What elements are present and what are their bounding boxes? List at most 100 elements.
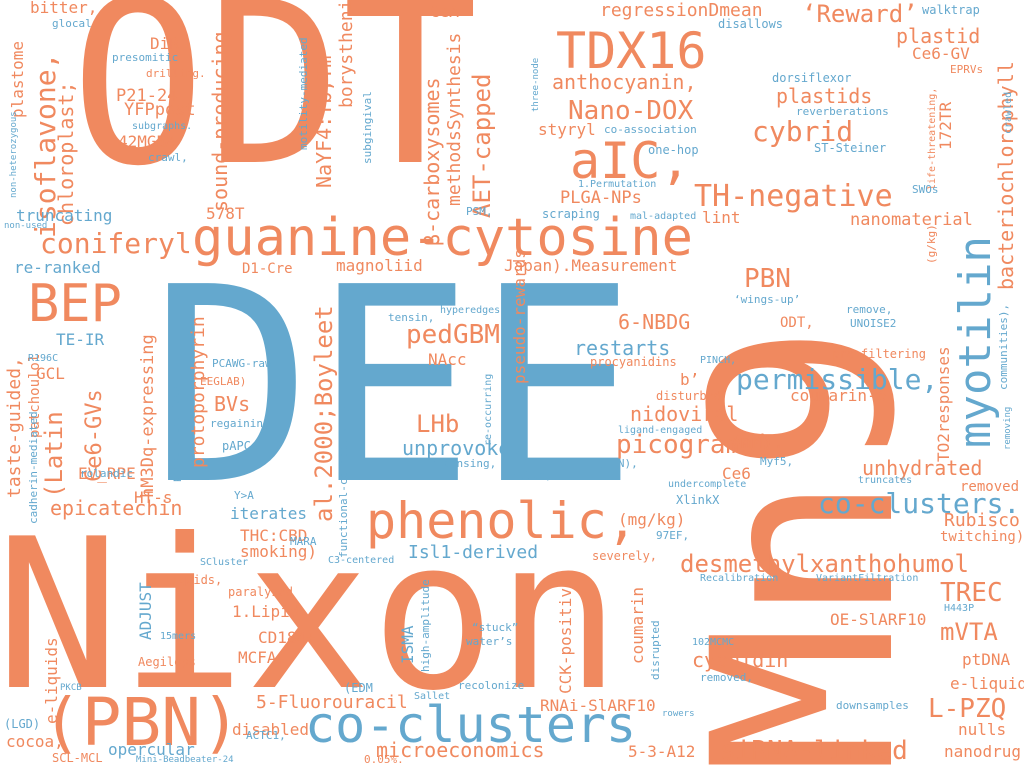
word: SCL-MCL (52, 751, 103, 765)
word: microeconomics (376, 738, 545, 762)
word: D1-Cre (242, 261, 293, 277)
word: TH-negative (694, 179, 893, 214)
word: TE-IR (56, 330, 105, 349)
word: Nixon (0, 495, 622, 737)
word: 5-3-A12 (628, 742, 696, 761)
word: Mini-Beadbeater-24 (136, 755, 234, 765)
word: 42MGBA (118, 132, 176, 151)
word: lint (702, 208, 741, 227)
word: plastid (896, 24, 981, 48)
word: H443P (944, 603, 975, 614)
word: pseudo-rewards (510, 249, 529, 384)
word: protoporphyrin (188, 316, 209, 468)
word: restarts (574, 336, 671, 360)
word: scraping (542, 207, 600, 221)
word: SWOs (912, 183, 939, 196)
word: phenolic, (366, 492, 637, 550)
word: ODT, (780, 315, 814, 331)
word: AET-capped (468, 73, 496, 219)
word: methodsSynthesis (444, 32, 465, 206)
word: 15mers (160, 631, 197, 642)
word: VariantFiltration (816, 573, 919, 584)
word: Isl1-derived (408, 542, 539, 563)
word: 0.05%. (364, 753, 404, 766)
word: drilling. (146, 67, 206, 80)
word: nanomaterial (850, 210, 973, 230)
word: paralyzed (228, 585, 294, 599)
word: removed (960, 479, 1020, 495)
word: ligand-engaged (618, 425, 703, 436)
word: 1.Permutation (578, 179, 657, 190)
word: 578T (206, 204, 245, 223)
word: cocoa, (6, 732, 64, 751)
word: Ce6 (722, 464, 751, 483)
word: phospho-peptides (171, 385, 182, 482)
word: 172TR (936, 101, 955, 150)
word: coumarin-6 (790, 386, 887, 405)
word: cadherin-mediated (27, 411, 40, 524)
word: myotilin (950, 236, 1001, 448)
word: borysthenica, (336, 0, 357, 108)
word: subgingival (361, 91, 374, 164)
word: PKCB (60, 683, 82, 693)
word: TO2responses (934, 346, 953, 462)
word: PSM, (466, 205, 493, 218)
word: LHb (416, 410, 460, 438)
word: subgraphs. (132, 121, 193, 132)
word: plastome (8, 40, 27, 118)
word: EPRVs (950, 63, 984, 76)
word: disabled (232, 720, 310, 739)
word: (Latin (40, 411, 68, 498)
word: EV_RPE (78, 464, 136, 483)
word: ODT (70, 0, 479, 216)
word: CeA (430, 2, 459, 21)
word: GCL (36, 364, 65, 383)
word: downsamples (836, 699, 909, 712)
word: magnoliid (336, 256, 423, 275)
word: pre-filtering (832, 347, 926, 361)
word: XlinkX (676, 493, 720, 507)
word: 97EF, (656, 529, 690, 542)
word: severely, (592, 549, 658, 563)
word: tensin, (388, 311, 435, 324)
word: nulls (958, 720, 1007, 739)
word: 6-NBDG (618, 310, 691, 334)
word: disturbed (656, 389, 722, 403)
word: 102MCMC (692, 637, 735, 648)
word: walktrap (922, 3, 980, 17)
word: CCK-positive (556, 578, 575, 694)
word: ‘wings-up’ (734, 293, 801, 306)
word: rolandic (80, 467, 133, 480)
word: mal-adapted (630, 211, 697, 222)
word: regaining (210, 417, 270, 430)
word: THC:CBD (240, 526, 308, 545)
word: truncates (858, 475, 913, 486)
word: smoking) (240, 542, 318, 561)
word: (TTN), (598, 457, 638, 470)
word: disallows (718, 17, 784, 31)
word: Ce6-GV (912, 44, 970, 63)
word: non-used (4, 221, 48, 231)
word: remove, (846, 303, 893, 316)
word: ACTC1, (246, 729, 286, 742)
word: al.2000;Boyleet (310, 305, 338, 522)
word: pAPC (222, 439, 251, 453)
word: ISMA (398, 625, 417, 664)
word: Nano-DOX (568, 96, 694, 126)
word: EEGLAB) (200, 375, 247, 388)
word: PBN (744, 264, 791, 294)
word: procyanidins (590, 355, 677, 369)
word: ST-Steiner (814, 141, 887, 155)
word: one-hop (648, 143, 699, 157)
word: YFPpost (124, 100, 196, 120)
word: truncating (16, 206, 113, 225)
word: ‘Reward’ (802, 0, 918, 28)
word: twitching). (940, 529, 1024, 545)
word: re-occurring (483, 373, 494, 446)
word: 1.Lipid (232, 602, 300, 621)
word: (LGD) (4, 717, 41, 731)
word: Aegilops (138, 655, 196, 669)
word: C3-centered (328, 555, 395, 566)
word: PCAWG-raw (212, 357, 272, 370)
